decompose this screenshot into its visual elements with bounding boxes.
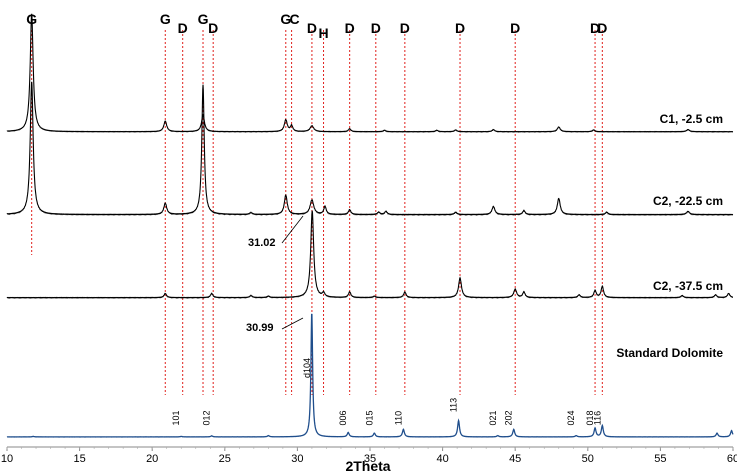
x-tick-label: 55 bbox=[654, 453, 666, 465]
x-tick-label: 35 bbox=[364, 453, 376, 465]
phase-label: D bbox=[510, 20, 520, 36]
phase-label: D bbox=[345, 20, 355, 36]
phase-label: D bbox=[597, 20, 607, 36]
x-tick-label: 40 bbox=[436, 453, 448, 465]
peak-annotation: 31.02 bbox=[248, 237, 276, 249]
miller-index: 006 bbox=[338, 410, 348, 425]
x-axis: 10 15 20 25 30 35 40 45 50 55 60 bbox=[1, 446, 737, 465]
x-axis-title: 2Theta bbox=[345, 458, 390, 474]
phase-label: D bbox=[371, 20, 381, 36]
x-tick-label: 20 bbox=[146, 453, 158, 465]
x-tick-label: 15 bbox=[73, 453, 85, 465]
series-label: C2, -22.5 cm bbox=[653, 194, 723, 208]
x-tick-label: 60 bbox=[727, 453, 737, 465]
miller-index: 101 bbox=[171, 410, 181, 425]
phase-label: D bbox=[455, 20, 465, 36]
miller-index: 015 bbox=[364, 410, 374, 425]
miller-index: 116 bbox=[592, 411, 602, 425]
phase-label: D bbox=[590, 20, 600, 36]
phase-label: G bbox=[198, 11, 209, 27]
phase-label: D bbox=[178, 20, 188, 36]
series-label: C2, -37.5 cm bbox=[653, 279, 723, 293]
miller-index: 021 bbox=[488, 410, 498, 425]
peak-annotations: 31.02 30.99 bbox=[246, 215, 304, 334]
series-line bbox=[6, 210, 734, 299]
peak-annotation: 30.99 bbox=[246, 322, 274, 334]
phase-label: G bbox=[26, 11, 37, 27]
annotation-leader bbox=[281, 317, 304, 330]
phase-label: H bbox=[318, 25, 328, 41]
diffraction-traces: C1, -2.5 cm C2, -22.5 cm C2, -37.5 cm Stand… bbox=[6, 13, 734, 438]
miller-index: 113 bbox=[449, 398, 459, 412]
phase-label: D bbox=[208, 20, 218, 36]
phase-label: G bbox=[160, 11, 171, 27]
miller-index: d104 bbox=[302, 358, 312, 378]
x-tick-label: 25 bbox=[219, 453, 231, 465]
series-label: C1, -2.5 cm bbox=[660, 112, 723, 126]
series-line bbox=[6, 313, 734, 438]
annotation-leader bbox=[281, 215, 304, 244]
miller-index: 012 bbox=[202, 410, 212, 425]
phase-label: C bbox=[290, 11, 300, 27]
series-line bbox=[6, 81, 734, 216]
phase-label: G bbox=[280, 11, 291, 27]
phase-label: D bbox=[307, 20, 317, 36]
miller-index: 018 bbox=[585, 410, 595, 425]
series-line bbox=[6, 13, 734, 133]
phase-label: D bbox=[400, 20, 410, 36]
x-tick-label: 10 bbox=[1, 453, 13, 465]
x-tick-label: 50 bbox=[582, 453, 594, 465]
miller-index: 024 bbox=[566, 410, 576, 425]
miller-index: 202 bbox=[504, 410, 514, 425]
x-tick-label: 30 bbox=[291, 453, 303, 465]
series-label: Standard Dolomite bbox=[616, 346, 723, 360]
x-tick-label: 45 bbox=[509, 453, 521, 465]
miller-index: 110 bbox=[393, 411, 403, 425]
